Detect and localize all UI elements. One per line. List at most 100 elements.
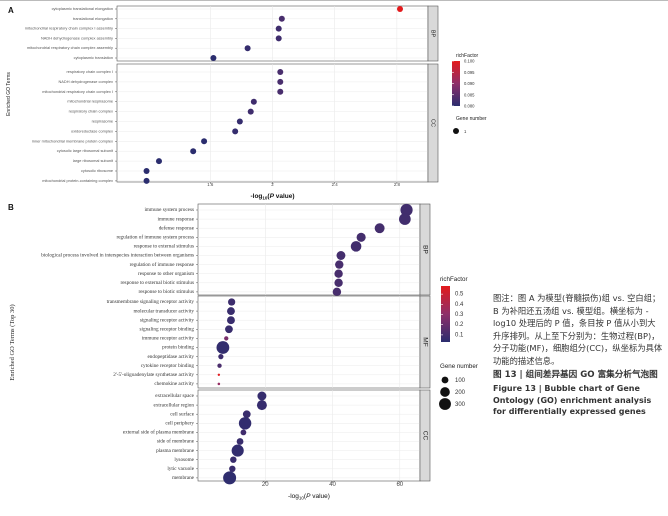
bubble-point bbox=[210, 55, 217, 61]
x-tick-label: 20 bbox=[262, 482, 269, 488]
bubble-point bbox=[218, 353, 224, 360]
bubble-point bbox=[334, 278, 343, 287]
legend-size-dot bbox=[440, 387, 450, 397]
y-tick-label: lytic vacuole bbox=[167, 466, 194, 472]
bubble-point bbox=[332, 287, 342, 297]
y-tick-label: protein binding bbox=[162, 345, 194, 351]
bubble-point bbox=[335, 260, 344, 269]
bubble-point bbox=[275, 25, 282, 32]
caption-note: 图注：图 A 为模型(脊髓损伤)组 vs. 空白组；B 为补阳还五汤组 vs. … bbox=[493, 293, 663, 366]
y-tick-label: mitochondrial respiratory chain complex … bbox=[25, 26, 113, 31]
bubble-point bbox=[336, 251, 346, 260]
y-tick-label: translational elongation bbox=[73, 16, 113, 21]
bubble-point bbox=[275, 35, 282, 42]
y-tick-label: mitochondrial respiratory chain complex … bbox=[42, 89, 113, 94]
bubble-point bbox=[397, 6, 404, 12]
bubble-point bbox=[240, 429, 247, 436]
y-tick-label: response to external stimulus bbox=[134, 244, 194, 250]
bubble-point bbox=[250, 98, 257, 105]
legend-color-label: 0.085 bbox=[464, 92, 475, 97]
y-tick-label: respirasome bbox=[92, 119, 113, 124]
y-tick-label: molecular transducer activity bbox=[134, 308, 195, 314]
bubble-point bbox=[143, 168, 150, 174]
y-tick-label: endopeptidase activity bbox=[147, 354, 194, 360]
y-tick-label: external side of plasma membrane bbox=[123, 429, 195, 436]
legend-size-dot bbox=[453, 128, 459, 134]
legend-color-label: 0.5 bbox=[455, 292, 464, 298]
y-tick-label: mitochondrial protein-containing complex bbox=[42, 178, 113, 183]
bubble-point bbox=[217, 363, 222, 368]
y-tick-label: cytoplasmic translation bbox=[74, 55, 113, 60]
legend-color-title: richFactor bbox=[440, 276, 468, 283]
y-tick-label: cytosolic large ribosomal subunit bbox=[57, 148, 114, 153]
caption-title-cn: 图 13 | 组间差异基因 GO 富集分析气泡图 bbox=[493, 369, 658, 380]
y-tick-label: regulation of immune system process bbox=[116, 233, 194, 240]
y-tick-label: biological process involved in interspec… bbox=[41, 253, 194, 259]
y-tick-label: mitochondrial respiratory chain complex … bbox=[27, 45, 113, 50]
bubble-point bbox=[236, 438, 244, 445]
y-tick-label: response to external biotic stimulus bbox=[121, 280, 194, 286]
bubble-point bbox=[374, 223, 385, 234]
y-tick-label: immune system process bbox=[144, 207, 194, 213]
bubble-point bbox=[334, 269, 343, 278]
x-tick-label: 2.8 bbox=[394, 182, 401, 187]
y-axis-label: Enriched GO Terms bbox=[6, 72, 12, 116]
bubble-point bbox=[231, 444, 244, 457]
y-tick-label: regulation of immune response bbox=[130, 261, 195, 268]
x-tick-label: 60 bbox=[396, 482, 403, 488]
bubble-point bbox=[244, 45, 251, 52]
facet-strip bbox=[419, 203, 431, 296]
bubble-point bbox=[257, 391, 267, 401]
y-tick-label: response to biotic stimulus bbox=[139, 289, 194, 295]
y-tick-label: respiratory chain complex bbox=[69, 109, 113, 114]
y-tick-label: cytoplasmic translational elongation bbox=[52, 6, 113, 11]
x-tick-label: 2.4 bbox=[332, 182, 339, 187]
bubble-point bbox=[232, 128, 239, 135]
bubble-point bbox=[277, 88, 284, 95]
x-axis-label: -log10(P value) bbox=[250, 193, 294, 201]
legend-size-label: 200 bbox=[455, 390, 466, 396]
y-tick-label: transmembrane signaling receptor activit… bbox=[107, 299, 195, 305]
y-tick-label: inner mitochondrial membrane protein com… bbox=[32, 138, 113, 143]
y-tick-label: lysosome bbox=[174, 457, 194, 463]
legend-color-label: 0.080 bbox=[464, 104, 475, 109]
bubble-point bbox=[229, 465, 236, 473]
bubble-point bbox=[217, 382, 221, 386]
y-tick-label: NADH dehydrogenase complex assembly bbox=[41, 35, 113, 40]
y-tick-label: side of membrane bbox=[157, 438, 195, 445]
bubble-point bbox=[227, 307, 235, 316]
y-tick-label: cytosolic ribosome bbox=[81, 168, 113, 173]
top-rule bbox=[0, 0, 668, 1]
facet-label: MF bbox=[421, 337, 428, 346]
facet-panel bbox=[197, 203, 421, 296]
legend-size-dot bbox=[439, 398, 451, 410]
y-tick-label: cell surface bbox=[170, 410, 194, 417]
x-axis-label: -log10(P value) bbox=[288, 493, 330, 501]
bubble-point bbox=[227, 316, 235, 325]
y-tick-label: 2'-5'-oligoadenylate synthetase activity bbox=[113, 372, 194, 378]
legend-color-label: 0.3 bbox=[455, 312, 464, 318]
bubble-point bbox=[238, 417, 252, 430]
y-tick-label: cell periphery bbox=[165, 420, 194, 426]
x-tick-label: 40 bbox=[329, 482, 336, 488]
legend-color-title: richFactor bbox=[456, 53, 479, 59]
legend-color-label: 0.090 bbox=[464, 81, 475, 86]
bubble-point bbox=[228, 298, 236, 306]
bubble-point bbox=[216, 341, 230, 354]
bubble-point bbox=[230, 456, 237, 463]
bubble-point bbox=[277, 78, 284, 85]
bubble-point bbox=[224, 336, 229, 341]
facet-label: BP bbox=[421, 245, 428, 254]
y-tick-label: defense response bbox=[159, 224, 195, 231]
y-tick-label: mitochondrial respirasome bbox=[67, 99, 113, 104]
y-tick-label: NADH dehydrogenase complex bbox=[59, 79, 114, 84]
x-tick-label: 2 bbox=[271, 182, 274, 187]
facet-strip bbox=[419, 295, 431, 389]
bubble-point bbox=[242, 410, 251, 419]
legend-size-title: Gene number bbox=[440, 363, 478, 370]
y-tick-label: response to other organism bbox=[138, 271, 194, 277]
y-tick-label: extracellular region bbox=[154, 402, 195, 408]
y-tick-label: large ribosomal subunit bbox=[73, 158, 114, 163]
y-tick-label: respiratory chain complex I bbox=[67, 69, 114, 74]
